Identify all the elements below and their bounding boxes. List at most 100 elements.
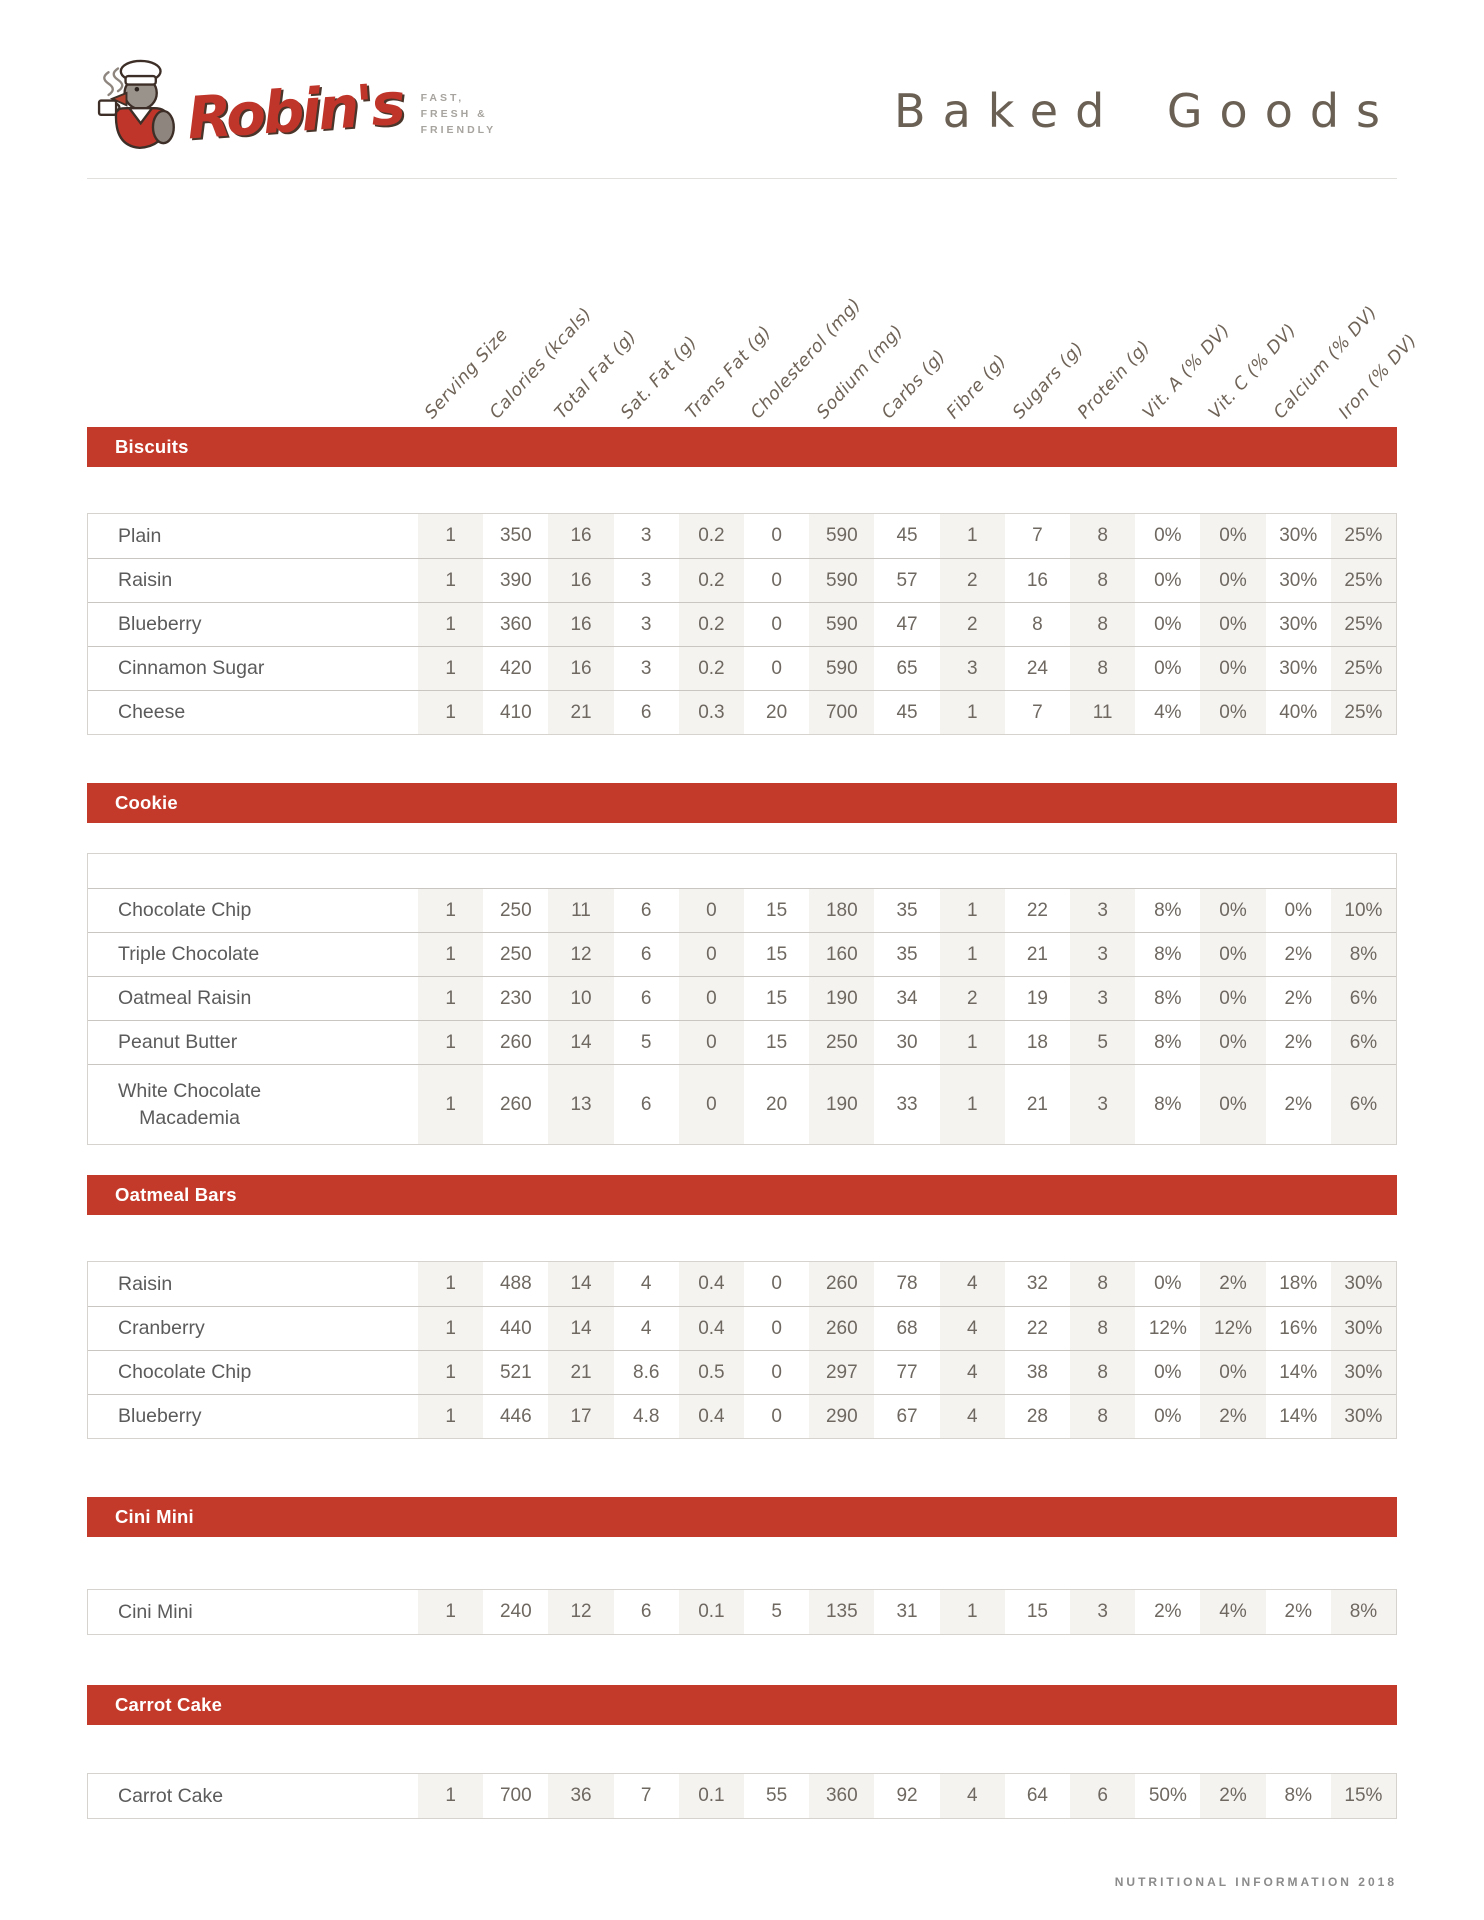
value-cell: 34	[896, 987, 918, 1009]
row-label: Triple Chocolate	[118, 943, 260, 965]
column-headers: Serving Size Calories (kcals) Total Fat (g…	[87, 179, 1422, 427]
value-cell: 260	[809, 1262, 875, 1306]
value-cell: 31	[896, 1601, 918, 1622]
value-cell: 390	[499, 569, 532, 591]
row-label: Peanut Butter	[118, 1031, 238, 1053]
value-cell: 3	[640, 525, 652, 546]
section-cookie: Cookie Chocolate Chip 1 250 11 6 0 15 180 35 1 22 3 8…	[87, 783, 1397, 1145]
table-row: Cheese 1 410 21 6 0.3 20 700 45 1 7 11 4% 0% 40% 25%	[88, 690, 1397, 734]
table-row: Oatmeal Raisin 1 230 10 6 0 15 190 34 2 19 3 8% 0% 2% 6…	[88, 976, 1397, 1020]
table-row: Plain 1 350 16 3 0.2 0 590 45 1 7 8 0% 0% 30% 25%	[88, 514, 1397, 558]
value-cell: 2%	[1284, 943, 1312, 965]
value-cell: 1	[418, 889, 484, 932]
value-cell: 8	[1070, 603, 1136, 646]
value-cell: 1	[418, 1065, 484, 1144]
value-cell: 18%	[1279, 1273, 1318, 1294]
value-cell: 0.4	[678, 1262, 745, 1306]
value-cell: 36	[548, 1774, 614, 1818]
section-cini-mini: Cini Mini Cini Mini 1 240 12 6 0.1 5 135 31 1 15 3 2%…	[87, 1497, 1397, 1635]
value-cell: 4	[939, 1351, 1005, 1394]
value-cell: 0.1	[678, 1774, 745, 1818]
value-cell: 1	[418, 1307, 484, 1350]
value-cell: 8	[1070, 647, 1136, 690]
section-title-carrot-cake: Carrot Cake	[87, 1685, 1397, 1725]
value-cell: 2	[939, 977, 1005, 1020]
value-cell: 0.2	[678, 514, 745, 558]
value-cell: 0%	[1154, 525, 1182, 546]
page-title: Baked Goods	[894, 84, 1397, 138]
value-cell: 14	[548, 1262, 614, 1306]
value-cell: 260	[499, 1031, 532, 1053]
value-cell: 360	[809, 1774, 875, 1818]
value-cell: 350	[499, 525, 532, 546]
value-cell: 1	[939, 1590, 1005, 1634]
value-cell: 5	[771, 1601, 782, 1622]
value-cell: 32	[1026, 1273, 1048, 1294]
value-cell: 590	[809, 647, 875, 690]
value-cell: 68	[896, 1317, 918, 1339]
table-row: Raisin 1 390 16 3 0.2 0 590 57 2 16 8 0% 0% 30% 25%	[88, 558, 1397, 602]
value-cell: 2%	[1284, 1093, 1312, 1115]
value-cell: 250	[499, 943, 532, 965]
value-cell: 15	[766, 987, 788, 1009]
value-cell: 21	[548, 691, 614, 734]
value-cell: 10	[548, 977, 614, 1020]
value-cell: 2	[939, 603, 1005, 646]
row-label: Plain	[118, 524, 162, 547]
value-cell: 0	[771, 657, 782, 679]
value-cell: 0.5	[678, 1351, 745, 1394]
value-cell: 135	[809, 1590, 875, 1634]
value-cell: 0	[678, 889, 745, 932]
nutrition-table-cini-mini: Cini Mini 1 240 12 6 0.1 5 135 31 1 15 3 2% 4% 2% 8%	[87, 1589, 1397, 1635]
value-cell: 2	[939, 559, 1005, 602]
value-cell: 7	[1032, 525, 1043, 546]
value-cell: 0%	[1200, 977, 1266, 1020]
row-label: Cini Mini	[118, 1600, 193, 1623]
value-cell: 0%	[1154, 613, 1182, 635]
value-cell: 11	[1070, 691, 1136, 734]
value-cell: 14	[548, 1307, 614, 1350]
value-cell: 0	[771, 525, 782, 546]
value-cell: 4	[640, 1317, 652, 1339]
value-cell: 55	[766, 1785, 788, 1806]
value-cell: 1	[418, 559, 484, 602]
value-cell: 1	[418, 1351, 484, 1394]
value-cell: 1	[939, 1065, 1005, 1144]
value-cell: 25%	[1330, 514, 1397, 558]
table-row: Triple Chocolate 1 250 12 6 0 15 160 35 1 21 3 8% 0% 2…	[88, 932, 1397, 976]
brand-name: Robin's	[184, 69, 405, 153]
row-label: Chocolate Chip	[118, 899, 252, 921]
nutrition-table-cookie: Chocolate Chip 1 250 11 6 0 15 180 35 1 22 3 8% 0% 0% 1…	[87, 853, 1397, 1145]
value-cell: 8%	[1154, 943, 1182, 965]
value-cell: 33	[896, 1093, 918, 1115]
nutrition-table-carrot-cake: Carrot Cake 1 700 36 7 0.1 55 360 92 4 64 6 50% 2% 8% 1…	[87, 1773, 1397, 1819]
value-cell: 6	[640, 701, 652, 723]
value-cell: 0.3	[678, 691, 745, 734]
value-cell: 13	[548, 1065, 614, 1144]
value-cell: 250	[499, 899, 532, 921]
value-cell: 1	[418, 977, 484, 1020]
value-cell: 30%	[1330, 1351, 1397, 1394]
value-cell: 440	[499, 1317, 532, 1339]
value-cell: 0	[771, 1361, 782, 1383]
value-cell: 0%	[1200, 1351, 1266, 1394]
brand-tagline-line: FRESH &	[420, 107, 488, 120]
value-cell: 230	[499, 987, 532, 1009]
value-cell: 0	[678, 1021, 745, 1064]
value-cell: 8	[1070, 514, 1136, 558]
value-cell: 240	[499, 1601, 532, 1622]
value-cell: 7	[1032, 701, 1043, 723]
value-cell: 3	[1070, 1590, 1136, 1634]
value-cell: 0	[771, 569, 782, 591]
value-cell: 0.4	[678, 1395, 745, 1438]
value-cell: 20	[766, 1093, 788, 1115]
value-cell: 0	[771, 1273, 782, 1294]
row-label: Cheese	[118, 701, 186, 723]
value-cell: 6	[640, 1093, 652, 1115]
value-cell: 4	[640, 1273, 652, 1294]
value-cell: 25%	[1330, 559, 1397, 602]
value-cell: 6%	[1330, 977, 1397, 1020]
section-oatmeal-bars: Oatmeal Bars Raisin 1 488 14 4 0.4 0 260 78 4 32 8 0%…	[87, 1175, 1397, 1439]
value-cell: 8	[1070, 559, 1136, 602]
value-cell: 590	[809, 603, 875, 646]
